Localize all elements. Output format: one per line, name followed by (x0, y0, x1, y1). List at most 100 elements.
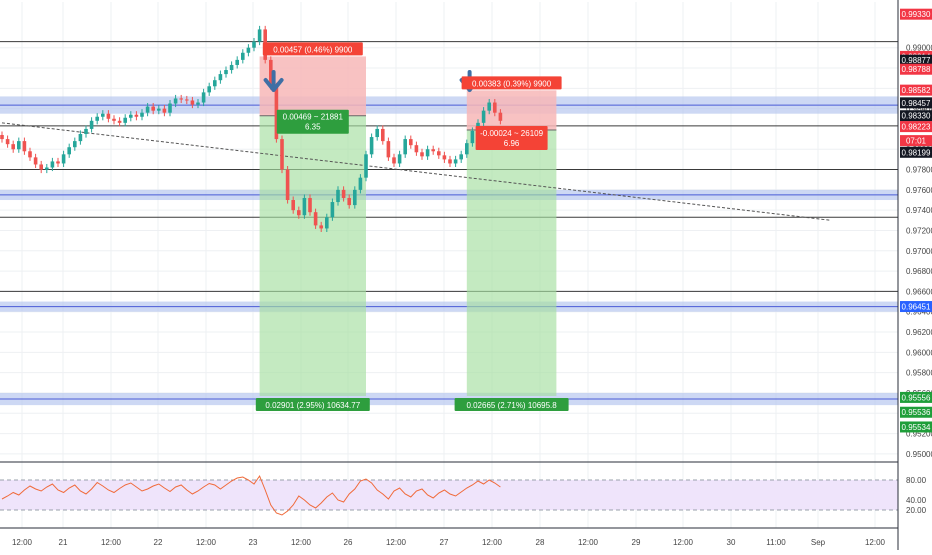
price-flag-label: 0.99330 (902, 10, 931, 19)
candle-body (207, 86, 211, 93)
candle-body (487, 102, 491, 111)
time-tick-label: 28 (536, 538, 545, 547)
candle-body (291, 200, 295, 211)
stop-label-box (461, 76, 562, 90)
price-flag-box (900, 391, 932, 403)
price-flag-label: 07:01 (906, 137, 927, 146)
time-tick-label: 12:00 (12, 538, 33, 547)
candle-body (465, 143, 469, 155)
time-tick-label: 12:00 (673, 538, 694, 547)
price-flag-box (900, 421, 932, 433)
price-flag-label: 0.98582 (902, 86, 931, 95)
candle-body (453, 159, 458, 164)
price-flag-box (900, 135, 932, 147)
price-flag-box (900, 97, 932, 109)
price-flag-label: 0.98457 (902, 99, 931, 108)
candle-body (157, 108, 161, 111)
candle-body (229, 64, 234, 71)
rsi-tick-label: 20.00 (906, 506, 927, 515)
candle-body (89, 120, 94, 129)
target-label: 0.02665 (2.71%) 10695.8 (466, 401, 557, 410)
candle-body (481, 110, 486, 123)
candle-body (134, 114, 139, 117)
candle-body (106, 113, 111, 119)
candle-body (302, 197, 307, 216)
candle-body (369, 137, 374, 155)
price-flag-label: 0.95536 (902, 408, 931, 417)
rsi-tick-label: 40.00 (906, 496, 927, 505)
candle-body (358, 177, 363, 190)
price-flag-box (900, 63, 932, 75)
candle-body (45, 167, 49, 170)
candle-body (11, 144, 15, 150)
candle-body (280, 139, 284, 170)
candle-body (17, 141, 21, 150)
candle-body (196, 102, 200, 105)
candle-body (381, 128, 385, 142)
time-tick-label: 12:00 (386, 538, 407, 547)
position-labels: 0.00457 (0.46%) 9900 0.02901 (2.95%) 1063… (255, 42, 569, 411)
candle-body (470, 130, 475, 144)
target-zone (466, 129, 557, 396)
candle-body (297, 210, 301, 216)
candle-body (425, 149, 430, 157)
levels (0, 41, 898, 292)
positions (259, 56, 557, 396)
rsi-line (1, 474, 501, 516)
time-tick-label: 23 (249, 538, 258, 547)
candle-body (151, 106, 155, 111)
candle-body (364, 154, 368, 178)
candle-body (162, 108, 167, 113)
candle-body (403, 139, 407, 155)
candle-body (173, 98, 178, 104)
candle-body (78, 134, 83, 142)
rr-label: 6.35 (305, 123, 321, 132)
price-flag-label: 0.98788 (902, 65, 931, 74)
price-flag-label: 0.95556 (902, 393, 931, 402)
candle-body (414, 145, 419, 153)
candle-body (493, 102, 497, 113)
candle-body (498, 112, 503, 121)
candle-body (5, 139, 10, 145)
candle-body (112, 118, 116, 121)
time-tick-label: 12:00 (482, 538, 503, 547)
candle-body (235, 59, 239, 65)
price-flag-box (900, 84, 932, 96)
price-flag-box (900, 146, 932, 158)
candle-body (341, 189, 346, 198)
price-flag-box (900, 8, 932, 20)
rsi-tick-label: 80.00 (906, 476, 927, 485)
candle-body (56, 161, 60, 164)
candle-body (397, 154, 402, 164)
candle-body (140, 112, 144, 117)
stop-label: 0.00383 (0.39%) 9900 (472, 79, 552, 88)
time-tick-label: 22 (154, 538, 163, 547)
candle-body (252, 41, 256, 48)
candle-body (437, 151, 441, 156)
candle-body (67, 147, 71, 155)
stop-zone (466, 90, 557, 130)
rsi-band (0, 480, 898, 510)
trendline-group (1, 122, 831, 221)
rr-label: 6.96 (504, 139, 520, 148)
stop-label-box (262, 42, 363, 56)
candle-body (285, 169, 290, 201)
candle-body (117, 120, 122, 123)
time-tick-label: 12:00 (101, 538, 122, 547)
candle-body (308, 197, 312, 213)
candle-body (201, 92, 206, 103)
candle-body (123, 117, 127, 123)
